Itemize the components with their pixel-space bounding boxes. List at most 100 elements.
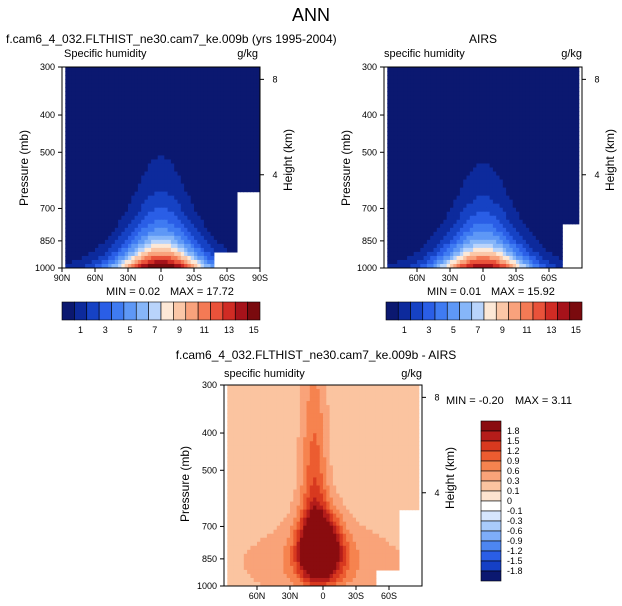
panel-obs-cell bbox=[450, 143, 454, 148]
panel-model-cell bbox=[111, 175, 116, 181]
panel-obs-cell bbox=[479, 107, 484, 112]
panel-model-cell bbox=[220, 175, 225, 181]
panel-obs-cell bbox=[403, 179, 408, 185]
panel-obs-cell bbox=[568, 135, 573, 140]
panel-model-cell bbox=[190, 199, 195, 205]
panel-model-cell bbox=[147, 243, 152, 249]
panel-obs-cell bbox=[393, 75, 398, 80]
panel-obs-cell bbox=[469, 75, 474, 80]
panel-obs-cell bbox=[539, 195, 543, 201]
panel-obs-cell bbox=[440, 183, 444, 189]
colorbar-model-swatch bbox=[160, 301, 174, 321]
panel-obs-cell bbox=[426, 191, 431, 197]
panel-model-cell bbox=[197, 195, 202, 201]
panel-model-cell bbox=[184, 187, 188, 193]
panel-model-cell bbox=[141, 251, 146, 257]
panel-model-cell bbox=[111, 195, 116, 201]
panel-model-cell bbox=[108, 123, 113, 128]
panel-obs-cell bbox=[525, 103, 530, 108]
panel-obs-cell bbox=[387, 187, 392, 193]
panel-model-cell bbox=[111, 147, 116, 153]
panel-model-cell bbox=[164, 203, 169, 209]
panel-obs-cell bbox=[565, 171, 570, 177]
panel-model-cell bbox=[104, 255, 109, 261]
panel-obs-cell bbox=[496, 111, 501, 116]
panel-obs-cell bbox=[512, 91, 517, 96]
panel-obs-cell bbox=[417, 135, 421, 140]
panel-model-cell bbox=[85, 235, 89, 241]
panel-model-cell bbox=[154, 235, 159, 241]
panel-obs-cell bbox=[397, 119, 402, 124]
panel-obs-cell bbox=[426, 95, 431, 100]
panel-obs-cell bbox=[433, 119, 438, 124]
panel-model-cell bbox=[194, 171, 198, 177]
panel-model-cell bbox=[210, 123, 215, 128]
panel-obs-cell bbox=[476, 75, 481, 80]
panel-model-cell bbox=[118, 243, 122, 249]
panel-model-cell bbox=[223, 167, 228, 173]
panel-model-cell bbox=[207, 223, 212, 229]
panel-obs-cell bbox=[476, 179, 481, 185]
panel-obs-cell bbox=[489, 111, 494, 116]
panel-model-cell bbox=[111, 219, 116, 225]
panel-obs-cell bbox=[413, 79, 418, 84]
panel-model-cell bbox=[207, 71, 212, 76]
panel-model-cell bbox=[174, 87, 179, 92]
panel-obs-cell bbox=[496, 71, 501, 76]
panel-model-cell bbox=[227, 163, 231, 169]
panel-obs-cell bbox=[436, 91, 441, 96]
panel-model-cell bbox=[144, 219, 149, 225]
panel-obs-cell bbox=[489, 191, 494, 197]
panel-obs-cell bbox=[519, 95, 524, 100]
panel-obs-cell bbox=[400, 151, 405, 157]
panel-obs-cell bbox=[483, 167, 487, 173]
panel-obs-cell bbox=[549, 123, 553, 128]
panel-model-cell bbox=[161, 195, 165, 201]
panel-model-cell bbox=[194, 143, 198, 148]
panel-obs-cell bbox=[539, 171, 543, 177]
panel-obs-cell bbox=[453, 211, 458, 217]
panel-model-cell bbox=[95, 199, 99, 205]
panel-obs-cell bbox=[433, 191, 438, 197]
panel-obs-cell bbox=[542, 171, 547, 177]
panel-model-cell bbox=[134, 127, 139, 132]
panel-model-cell bbox=[164, 171, 169, 177]
panel-model-cell bbox=[68, 111, 73, 116]
panel-obs-cell bbox=[403, 167, 408, 173]
panel-model-cell bbox=[118, 203, 122, 209]
panel-model-cell bbox=[118, 263, 122, 268]
panel-obs-cell bbox=[397, 127, 402, 132]
panel-obs-cell bbox=[532, 131, 537, 136]
panel-model-cell bbox=[194, 231, 198, 237]
panel-model-cell bbox=[68, 175, 73, 181]
panel-obs-cell bbox=[562, 175, 567, 181]
panel-model-cell bbox=[220, 155, 225, 161]
panel-obs-cell bbox=[476, 207, 481, 213]
panel-model-cell bbox=[170, 71, 175, 76]
panel-obs-cell bbox=[417, 111, 421, 116]
panel-obs-cell bbox=[512, 211, 517, 217]
panel-model-cell bbox=[154, 211, 159, 217]
panel-obs-cell bbox=[420, 151, 425, 157]
panel-obs-cell bbox=[469, 151, 474, 157]
panel-obs-cell bbox=[469, 167, 474, 173]
panel-obs-cell bbox=[417, 99, 421, 104]
panel-model-cell bbox=[134, 187, 139, 193]
panel-model-cell bbox=[203, 111, 208, 116]
panel-obs-cell bbox=[443, 135, 448, 140]
panel-model-cell bbox=[230, 95, 235, 100]
panel-model-cell bbox=[124, 127, 129, 132]
panel-obs-cell bbox=[410, 99, 415, 104]
panel-model-cell bbox=[88, 211, 93, 217]
panel-model-cell bbox=[85, 191, 89, 197]
panel-obs-cell bbox=[463, 119, 468, 124]
colorbar-model-swatch bbox=[173, 301, 187, 321]
panel-model-cell bbox=[240, 67, 245, 72]
panel-obs-cell bbox=[436, 123, 441, 128]
panel-obs-cell bbox=[575, 159, 580, 165]
panel-model-cell bbox=[121, 235, 126, 241]
panel-model-cell bbox=[240, 155, 245, 161]
panel-model-cell bbox=[170, 187, 175, 193]
panel-model-cell bbox=[95, 251, 99, 257]
panel-obs-cell bbox=[525, 75, 530, 80]
